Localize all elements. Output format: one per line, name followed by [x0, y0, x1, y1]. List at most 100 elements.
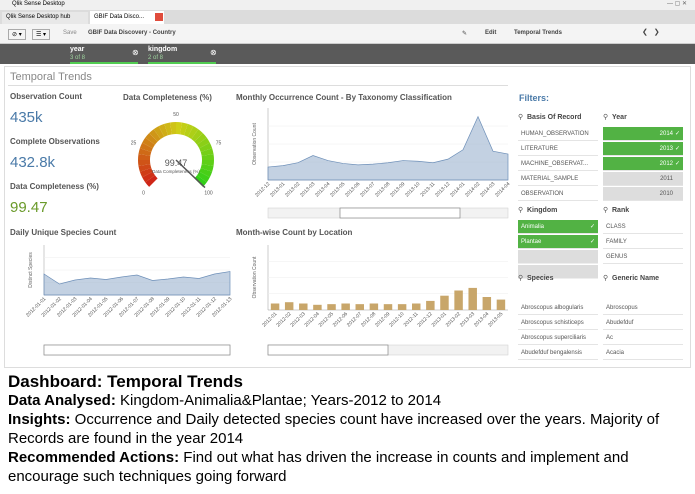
bar [383, 304, 393, 310]
bar [270, 303, 280, 310]
gauge-tick-label: 25 [131, 140, 137, 146]
x-tick-label: 2014-01 [449, 181, 466, 198]
filter-item[interactable]: Abroscopus schisticeps [518, 316, 598, 330]
check-icon: ✓ [590, 224, 596, 230]
filter-item[interactable]: GENUS [603, 250, 683, 264]
scroll-thumb [267, 344, 389, 356]
filter-item-empty [518, 250, 598, 264]
nav-button[interactable]: ⊘ ▾ [8, 29, 26, 40]
filter-item[interactable]: Abroscopus [603, 301, 683, 315]
gauge-band [197, 171, 210, 183]
edit-button[interactable]: ✎ [462, 31, 468, 37]
scroll-thumb [339, 207, 461, 219]
filter-item[interactable]: Ac [603, 331, 683, 345]
selection-clear[interactable]: ⊗ [210, 48, 217, 57]
filter-item[interactable]: Acacia [603, 346, 683, 360]
bar [284, 302, 294, 310]
gauge-band [194, 175, 207, 187]
check-icon: ✓ [590, 239, 596, 245]
x-tick-label: 2013-10 [404, 181, 421, 198]
selection-bar-green [148, 62, 216, 64]
x-tick-label: 2013-12 [434, 181, 451, 198]
sheet-name[interactable]: Temporal Trends [514, 30, 562, 36]
bar [341, 303, 350, 310]
x-tick-label: 2013-05 [329, 181, 346, 198]
bar [440, 295, 449, 310]
filter-title: Basis Of Record [527, 114, 582, 121]
gauge-band [142, 137, 155, 149]
filter-item[interactable]: Abudefduf [603, 316, 683, 330]
filter-item[interactable]: Abroscopus albogularis [518, 301, 598, 315]
window-controls[interactable]: — ▢ ✕ [666, 1, 687, 7]
gauge-tick-label: 75 [216, 140, 222, 146]
save-button[interactable]: Save [63, 30, 77, 36]
filter-title: Kingdom [527, 207, 558, 214]
filter-item[interactable]: MACHINE_OBSERVAT... [518, 157, 598, 171]
filter-title: Species [527, 275, 554, 282]
filter-item[interactable]: OBSERVATION [518, 187, 598, 201]
filter-item[interactable]: 2014 [603, 127, 683, 141]
tab-close[interactable] [155, 13, 163, 21]
title-bar: Qlik Sense Desktop — ▢ ✕ [0, 0, 695, 10]
y-axis-label: Observation Count [252, 256, 258, 298]
filter-item[interactable]: HUMAN_OBSERVATION [518, 127, 598, 141]
x-tick-label: 2012-12 [254, 181, 271, 198]
x-tick-label: 2013-03 [299, 181, 316, 198]
menu-button[interactable]: ☰ ▾ [32, 29, 51, 40]
gauge-tick-label: 50 [173, 112, 179, 118]
bar [468, 287, 477, 310]
edit-label[interactable]: Edit [485, 30, 497, 36]
tab[interactable]: Qlik Sense Desktop hub [2, 12, 88, 24]
tab[interactable]: GBIF Data Disco... [90, 11, 164, 24]
gauge-band [138, 160, 151, 166]
gauge-band [139, 168, 153, 178]
area [43, 271, 231, 296]
gauge-band [142, 171, 155, 183]
sheet-title: Temporal Trends [10, 71, 92, 83]
x-tick-label: 2013-07 [359, 181, 376, 198]
bar [313, 304, 322, 310]
filter-item[interactable]: 2010 [603, 187, 683, 201]
gauge-band [138, 154, 151, 160]
chart-title: Month-wise Count by Location [236, 228, 353, 237]
x-tick-label: 2013-04 [314, 181, 331, 198]
sheet-nav[interactable]: ❮ ❯ [642, 29, 660, 36]
filter-item[interactable]: 2013 [603, 142, 683, 156]
tab-bar: Qlik Sense Desktop hub GBIF Data Disco..… [0, 10, 695, 24]
filter-item[interactable]: 2011 [603, 172, 683, 186]
filter-item[interactable]: Abroscopus superciliaris [518, 331, 598, 345]
selection-field: kingdom [148, 46, 178, 53]
kpi-value: 99.47 [10, 199, 48, 216]
filter-item[interactable]: Animalia [518, 220, 598, 234]
gauge-needle [175, 159, 206, 189]
search-icon: ⚲ [603, 207, 609, 214]
gauge-band [194, 133, 207, 145]
bar [482, 297, 492, 310]
search-icon: ⚲ [518, 275, 524, 282]
gauge-value: 99.47 [165, 158, 188, 168]
selection-clear[interactable]: ⊗ [132, 48, 139, 57]
check-icon: ✓ [675, 161, 681, 167]
x-tick-label: 2014-02 [464, 181, 481, 198]
filter-item[interactable]: Abudefduf bengalensis [518, 346, 598, 360]
x-tick-label: 2014-04 [494, 181, 511, 198]
toolbar: ⊘ ▾ ☰ ▾ Save GBIF Data Discovery - Count… [0, 24, 695, 44]
gauge-band [180, 122, 188, 136]
filter-item[interactable]: Plantae [518, 235, 598, 249]
charts: Data Completeness (%)025507510099.47Data… [10, 93, 512, 356]
filter-item[interactable]: CLASS [603, 220, 683, 234]
gauge-band [200, 148, 214, 156]
filter-item[interactable]: 2012 [603, 157, 683, 171]
filter-item[interactable]: MATERIAL_SAMPLE [518, 172, 598, 186]
gauge-band [200, 164, 214, 172]
kpi-value: 435k [10, 109, 43, 126]
gauge-band [199, 168, 213, 178]
filter-item[interactable]: FAMILY [603, 235, 683, 249]
search-icon: ⚲ [603, 114, 609, 121]
x-tick-label: 2013-09 [389, 181, 406, 198]
search-icon: ⚲ [518, 207, 524, 214]
filter-title: Generic Name [612, 275, 660, 282]
filter-item[interactable]: LITERATURE [518, 142, 598, 156]
caption-label: Insights: [8, 411, 71, 428]
